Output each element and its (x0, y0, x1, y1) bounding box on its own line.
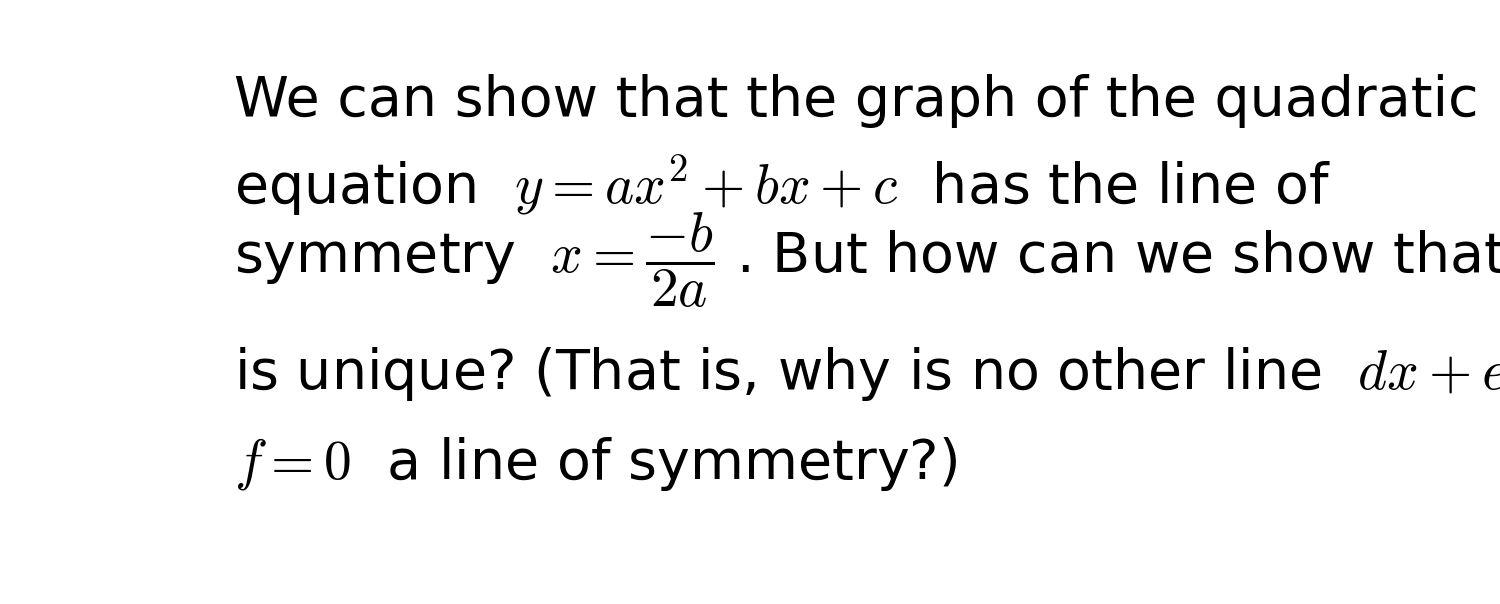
Text: equation  $y = ax^2 + bx + c$  has the line of: equation $y = ax^2 + bx + c$ has the lin… (234, 153, 1330, 219)
Text: is unique? (That is, why is no other line  $dx + ey +$: is unique? (That is, why is no other lin… (234, 345, 1500, 403)
Text: symmetry  $x = \dfrac{-b}{2a}$ . But how can we show that this: symmetry $x = \dfrac{-b}{2a}$ . But how … (234, 210, 1500, 310)
Text: We can show that the graph of the quadratic: We can show that the graph of the quadra… (234, 74, 1479, 128)
Text: $f = 0$  a line of symmetry?): $f = 0$ a line of symmetry?) (234, 435, 957, 493)
